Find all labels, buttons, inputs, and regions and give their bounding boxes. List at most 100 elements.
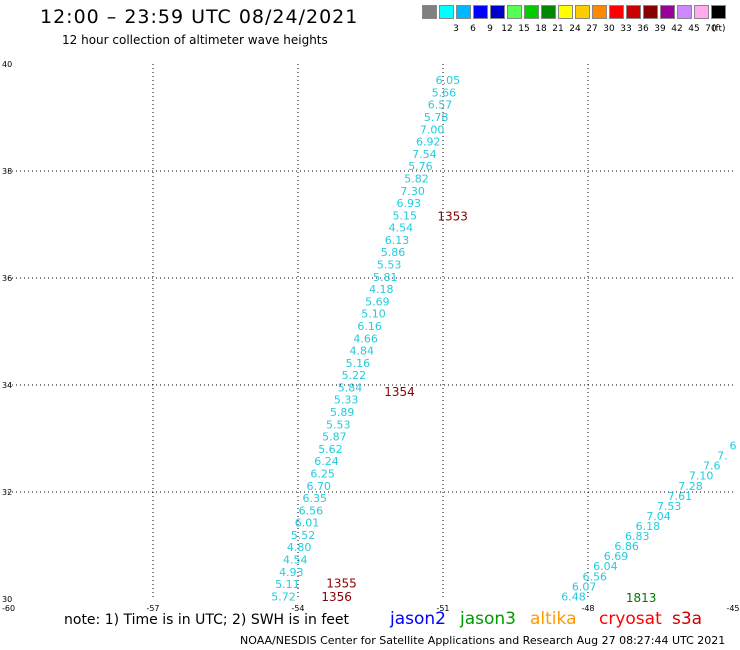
sat-cryosat-label: cryosat (599, 609, 662, 629)
legend-label: 27 (586, 24, 598, 34)
time-stamp-label: 1353 (437, 210, 468, 224)
legend-label: 36 (637, 24, 649, 34)
wave-height-label: 5.62 (318, 443, 343, 456)
lon-tick-label: -60 (2, 604, 15, 613)
lon-tick-label: -45 (726, 604, 739, 613)
wave-height-label: 4.93 (279, 566, 304, 579)
legend-swatch (490, 5, 505, 19)
wave-height-label: 5.84 (338, 381, 363, 394)
wave-height-label: 6.01 (295, 517, 320, 530)
wave-height-label: 7.61 (668, 490, 693, 503)
legend-swatch (507, 5, 522, 19)
wave-height-label: 6.69 (604, 550, 629, 563)
wave-height-label: 5.81 (373, 271, 398, 284)
wave-height-label: 7.28 (678, 480, 703, 493)
lat-tick-label: 32 (2, 488, 12, 497)
wave-height-label: 6.57 (428, 99, 453, 112)
wave-height-label: 7.00 (420, 123, 445, 136)
wave-height-label: 6.05 (436, 74, 461, 87)
wave-height-label: 4.66 (353, 332, 378, 345)
sat-s3a-label: s3a (672, 609, 703, 629)
wave-height-label: 4.54 (283, 554, 308, 567)
legend-swatch (575, 5, 590, 19)
legend-swatch (524, 5, 539, 19)
legend-swatch (660, 5, 675, 19)
wave-height-label: 4.84 (350, 345, 375, 358)
legend-swatch (694, 5, 709, 19)
wave-height-label: 6.83 (625, 530, 650, 543)
wave-height-label: 5.16 (346, 357, 371, 370)
lon-tick-label: -51 (436, 604, 449, 613)
wave-height-label: 6.92 (416, 136, 441, 149)
lat-tick-label: 38 (2, 167, 12, 176)
legend-swatch (643, 5, 658, 19)
wave-height-label: 5.78 (424, 111, 449, 124)
wave-height-label: 6 (730, 440, 737, 453)
wave-height-label: 5.86 (381, 246, 406, 259)
legend-label: 6 (470, 24, 476, 34)
wave-height-label: 6.56 (583, 570, 608, 583)
legend-label: 9 (487, 24, 493, 34)
legend-label: 39 (654, 24, 666, 34)
footnote: note: 1) Time is in UTC; 2) SWH is in fe… (64, 612, 350, 628)
wave-height-label: 6.93 (396, 197, 421, 210)
wave-height-label: 6.04 (593, 560, 618, 573)
lat-tick-label: 40 (2, 60, 12, 69)
wave-height-label: 6.16 (357, 320, 382, 333)
wave-height-label: 6.13 (385, 234, 410, 247)
wave-height-label: 5.33 (334, 394, 359, 407)
legend-swatch (677, 5, 692, 19)
map-title: 12:00 – 23:59 UTC 08/24/2021 (40, 6, 359, 28)
legend-unit: (ft) (712, 24, 726, 34)
wave-height-label: 4.80 (287, 541, 312, 554)
legend-label: 12 (501, 24, 513, 34)
wave-height-label: 7.10 (689, 470, 714, 483)
wave-height-label: 4.54 (389, 222, 414, 235)
legend-swatch (456, 5, 471, 19)
sat-altika-label: altika (530, 609, 577, 629)
wave-height-label: 5.10 (361, 308, 386, 321)
legend-swatch (541, 5, 556, 19)
wave-height-label: 6.07 (572, 580, 597, 593)
wave-height-label: 6.24 (314, 455, 339, 468)
wave-height-label: 5.66 (432, 86, 457, 99)
wave-height-label: 5.11 (275, 578, 300, 591)
legend-label: 3 (453, 24, 459, 34)
legend-label: 24 (569, 24, 581, 34)
wave-height-label: 5.69 (365, 295, 390, 308)
wave-height-label: 5.53 (377, 259, 402, 272)
time-stamp-label: 1813 (626, 591, 657, 605)
legend-swatch (473, 5, 488, 19)
wave-height-label: 6.25 (310, 467, 335, 480)
legend-swatch (439, 5, 454, 19)
time-stamp-label: 1355 (326, 577, 357, 591)
wave-height-label: 7.6 (703, 460, 721, 473)
lon-tick-label: -54 (291, 604, 304, 613)
legend-label: 70 (705, 24, 717, 34)
wave-height-label: 5.89 (330, 406, 355, 419)
wave-height-label: 7.04 (646, 510, 671, 523)
wave-height-label: 7.54 (412, 148, 437, 161)
legend-label: 15 (518, 24, 530, 34)
map-subtitle: 12 hour collection of altimeter wave hei… (62, 33, 328, 47)
legend-swatch (626, 5, 641, 19)
wave-height-label: 6.18 (636, 520, 661, 533)
lon-tick-label: -57 (146, 604, 159, 613)
wave-height-label: 6.48 (561, 590, 586, 603)
lat-tick-label: 30 (2, 595, 12, 604)
legend-label: 30 (603, 24, 615, 34)
lat-tick-label: 36 (2, 274, 12, 283)
sat-jason3-label: jason3 (460, 609, 516, 629)
wave-height-label: 4.18 (369, 283, 394, 296)
wave-height-label: 6.86 (614, 540, 639, 553)
time-stamp-label: 1356 (321, 590, 352, 604)
wave-height-label: 5.53 (326, 418, 351, 431)
lat-tick-label: 34 (2, 381, 12, 390)
wave-height-label: 5.22 (342, 369, 367, 382)
legend-label: 18 (535, 24, 547, 34)
wave-height-label: 5.82 (404, 172, 429, 185)
wave-height-label: 7. (717, 450, 728, 463)
wave-height-label: 5.72 (271, 590, 296, 603)
wave-height-label: 7.30 (400, 185, 425, 198)
